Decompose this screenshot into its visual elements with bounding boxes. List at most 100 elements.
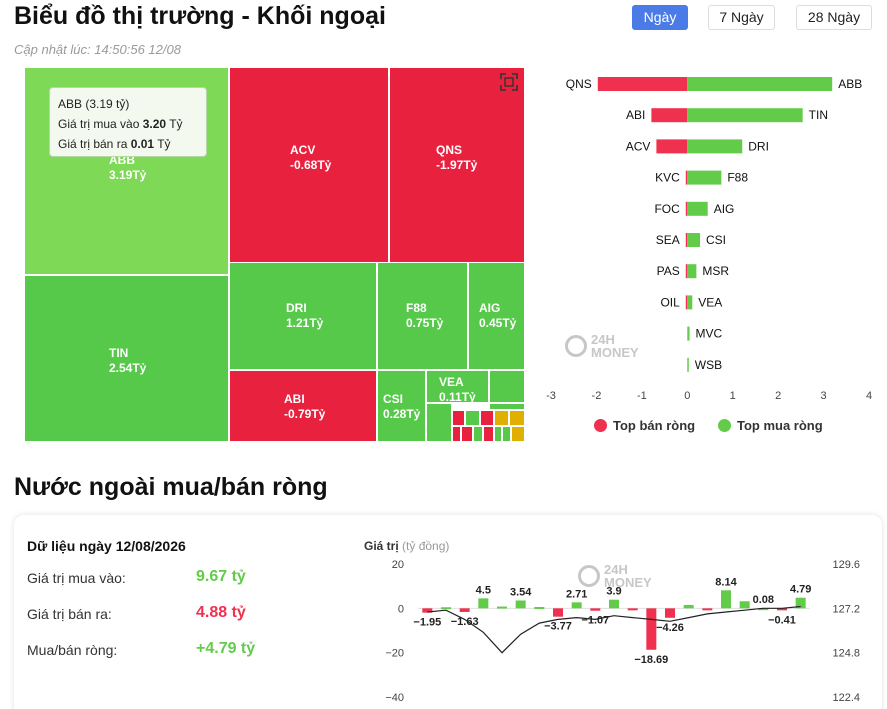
watermark-line1: 24H [591,332,615,347]
treemap-cell-csi[interactable]: CSI 0.28Tỷ [377,370,426,442]
net-bar[interactable] [571,602,582,609]
range-button-7-days[interactable]: 7 Ngày [708,5,775,30]
net-bar[interactable] [609,599,619,609]
net-bar[interactable] [777,608,787,611]
y2-tick-label: 127.2 [832,603,860,615]
watermark-bottom: 24H MONEY [578,563,652,589]
treemap-cell-small[interactable] [480,410,494,426]
expand-icon[interactable] [500,73,518,91]
treemap-cell-f88[interactable]: F88 0.75Tỷ [377,262,468,370]
treemap-cell-vea[interactable]: VEA 0.11Tỷ [426,370,489,403]
net-bar[interactable] [627,608,638,611]
sell-bar[interactable] [656,139,688,154]
net-bar[interactable] [515,600,526,609]
y2-tick-label: 124.8 [832,648,860,660]
net-bar[interactable] [422,608,433,613]
x-tick-label: 1 [730,390,736,402]
watermark-top: 24H MONEY [565,333,639,359]
net-bar[interactable] [721,590,731,609]
net-bar[interactable] [459,608,470,612]
treemap-cell-small[interactable] [465,410,480,426]
x-tick-label: 0 [684,390,690,402]
net-date-label: Dữ liệu ngày 12/08/2026 [27,538,186,554]
treemap-cell-abi[interactable]: ABI -0.79Tỷ [229,370,377,442]
net-bar[interactable] [553,608,563,617]
net-bar[interactable] [702,608,713,611]
buy-category-label: TIN [809,108,828,122]
buy-bar[interactable] [687,170,722,185]
legend-sell-label: Top bán ròng [613,418,696,433]
treemap-cell-small[interactable] [461,426,473,442]
treemap-cell-small[interactable] [426,403,452,442]
net-bar[interactable] [646,608,657,650]
net-bar[interactable] [497,606,507,609]
net-bar-label: −1.07 [581,615,609,627]
treemap-cell-value: 2.54Tỷ [109,361,147,375]
y-tick-label: −20 [385,648,404,660]
buy-bar[interactable] [687,295,693,310]
treemap-cell-dri[interactable]: DRI 1.21Tỷ [229,262,377,370]
treemap-cell-small[interactable] [452,426,461,442]
treemap-cell-value: 0.45Tỷ [479,316,517,330]
treemap-cell-small[interactable] [452,410,465,426]
buy-bar[interactable] [687,357,689,372]
net-bar-label: 4.5 [476,584,491,596]
net-flow-chart: 20 0 −20 −40 129.6 127.2 124.8 122.4 −1.95 −1.63 4… [385,559,860,704]
net-bar[interactable] [683,605,694,609]
treemap-cell-small[interactable] [489,403,525,410]
buy-bar[interactable] [687,264,697,279]
buy-bar[interactable] [687,201,708,216]
treemap-cell-value: 3.19Tỷ [109,168,147,182]
range-button-day[interactable]: Ngày [632,5,688,30]
sell-category-label: QNS [566,77,592,91]
net-bar[interactable] [534,607,545,610]
sell-category-label: SEA [656,233,680,247]
treemap-cell-aig[interactable]: AIG 0.45Tỷ [468,262,525,370]
net-bar-label: 2.71 [566,588,587,600]
buy-category-label: ABB [838,77,862,91]
treemap-cell-qns[interactable]: QNS -1.97Tỷ [389,67,525,275]
buy-bar[interactable] [687,108,803,123]
y-tick-label: 0 [398,603,404,615]
treemap-cell-small[interactable] [483,426,494,442]
net-bar[interactable] [478,598,489,609]
treemap-cell-value: 1.21Tỷ [286,316,324,330]
net-bar[interactable] [590,608,601,611]
net-bar[interactable] [665,608,675,618]
sell-bar[interactable] [685,295,688,310]
sell-bar[interactable] [685,201,688,216]
legend-sell[interactable]: Top bán ròng [594,418,695,433]
sell-bar[interactable] [685,264,688,279]
x-tick-label: -1 [637,390,647,402]
treemap-cell-small[interactable] [494,410,509,426]
sell-category-label: OIL [660,295,680,309]
legend-buy[interactable]: Top mua ròng [718,418,823,433]
treemap-cell-small[interactable] [509,410,525,426]
treemap-cell-acv[interactable]: ACV -0.68Tỷ [229,67,389,275]
x-tick-label: 4 [866,390,872,402]
net-bar[interactable] [739,601,750,609]
buy-bar[interactable] [687,139,743,154]
sell-bar[interactable] [597,77,688,91]
treemap-cell-small[interactable] [473,426,483,442]
buy-bar[interactable] [687,77,833,91]
range-button-28-days[interactable]: 28 Ngày [796,5,872,30]
net-bar-label: −0.41 [768,614,796,626]
treemap-cell-small[interactable] [502,426,511,442]
net-bar[interactable] [758,608,769,611]
treemap-cell-tin[interactable]: TIN 2.54Tỷ [24,275,229,442]
treemap-cell-small[interactable] [511,426,525,442]
index-line [427,605,801,654]
treemap-cell-small[interactable] [489,370,525,403]
treemap-cell-small[interactable] [494,426,502,442]
sell-category-label: FOC [654,202,680,216]
sell-bar[interactable] [651,108,688,123]
net-bar[interactable] [441,607,451,610]
buy-bar[interactable] [687,326,690,341]
sell-bar[interactable] [685,170,688,185]
treemap-cell-value: 0.75Tỷ [406,316,444,330]
y2-tick-label: 122.4 [832,692,860,704]
buy-bar[interactable] [687,233,701,247]
sell-bar[interactable] [685,233,688,247]
net-bar[interactable] [795,597,806,609]
